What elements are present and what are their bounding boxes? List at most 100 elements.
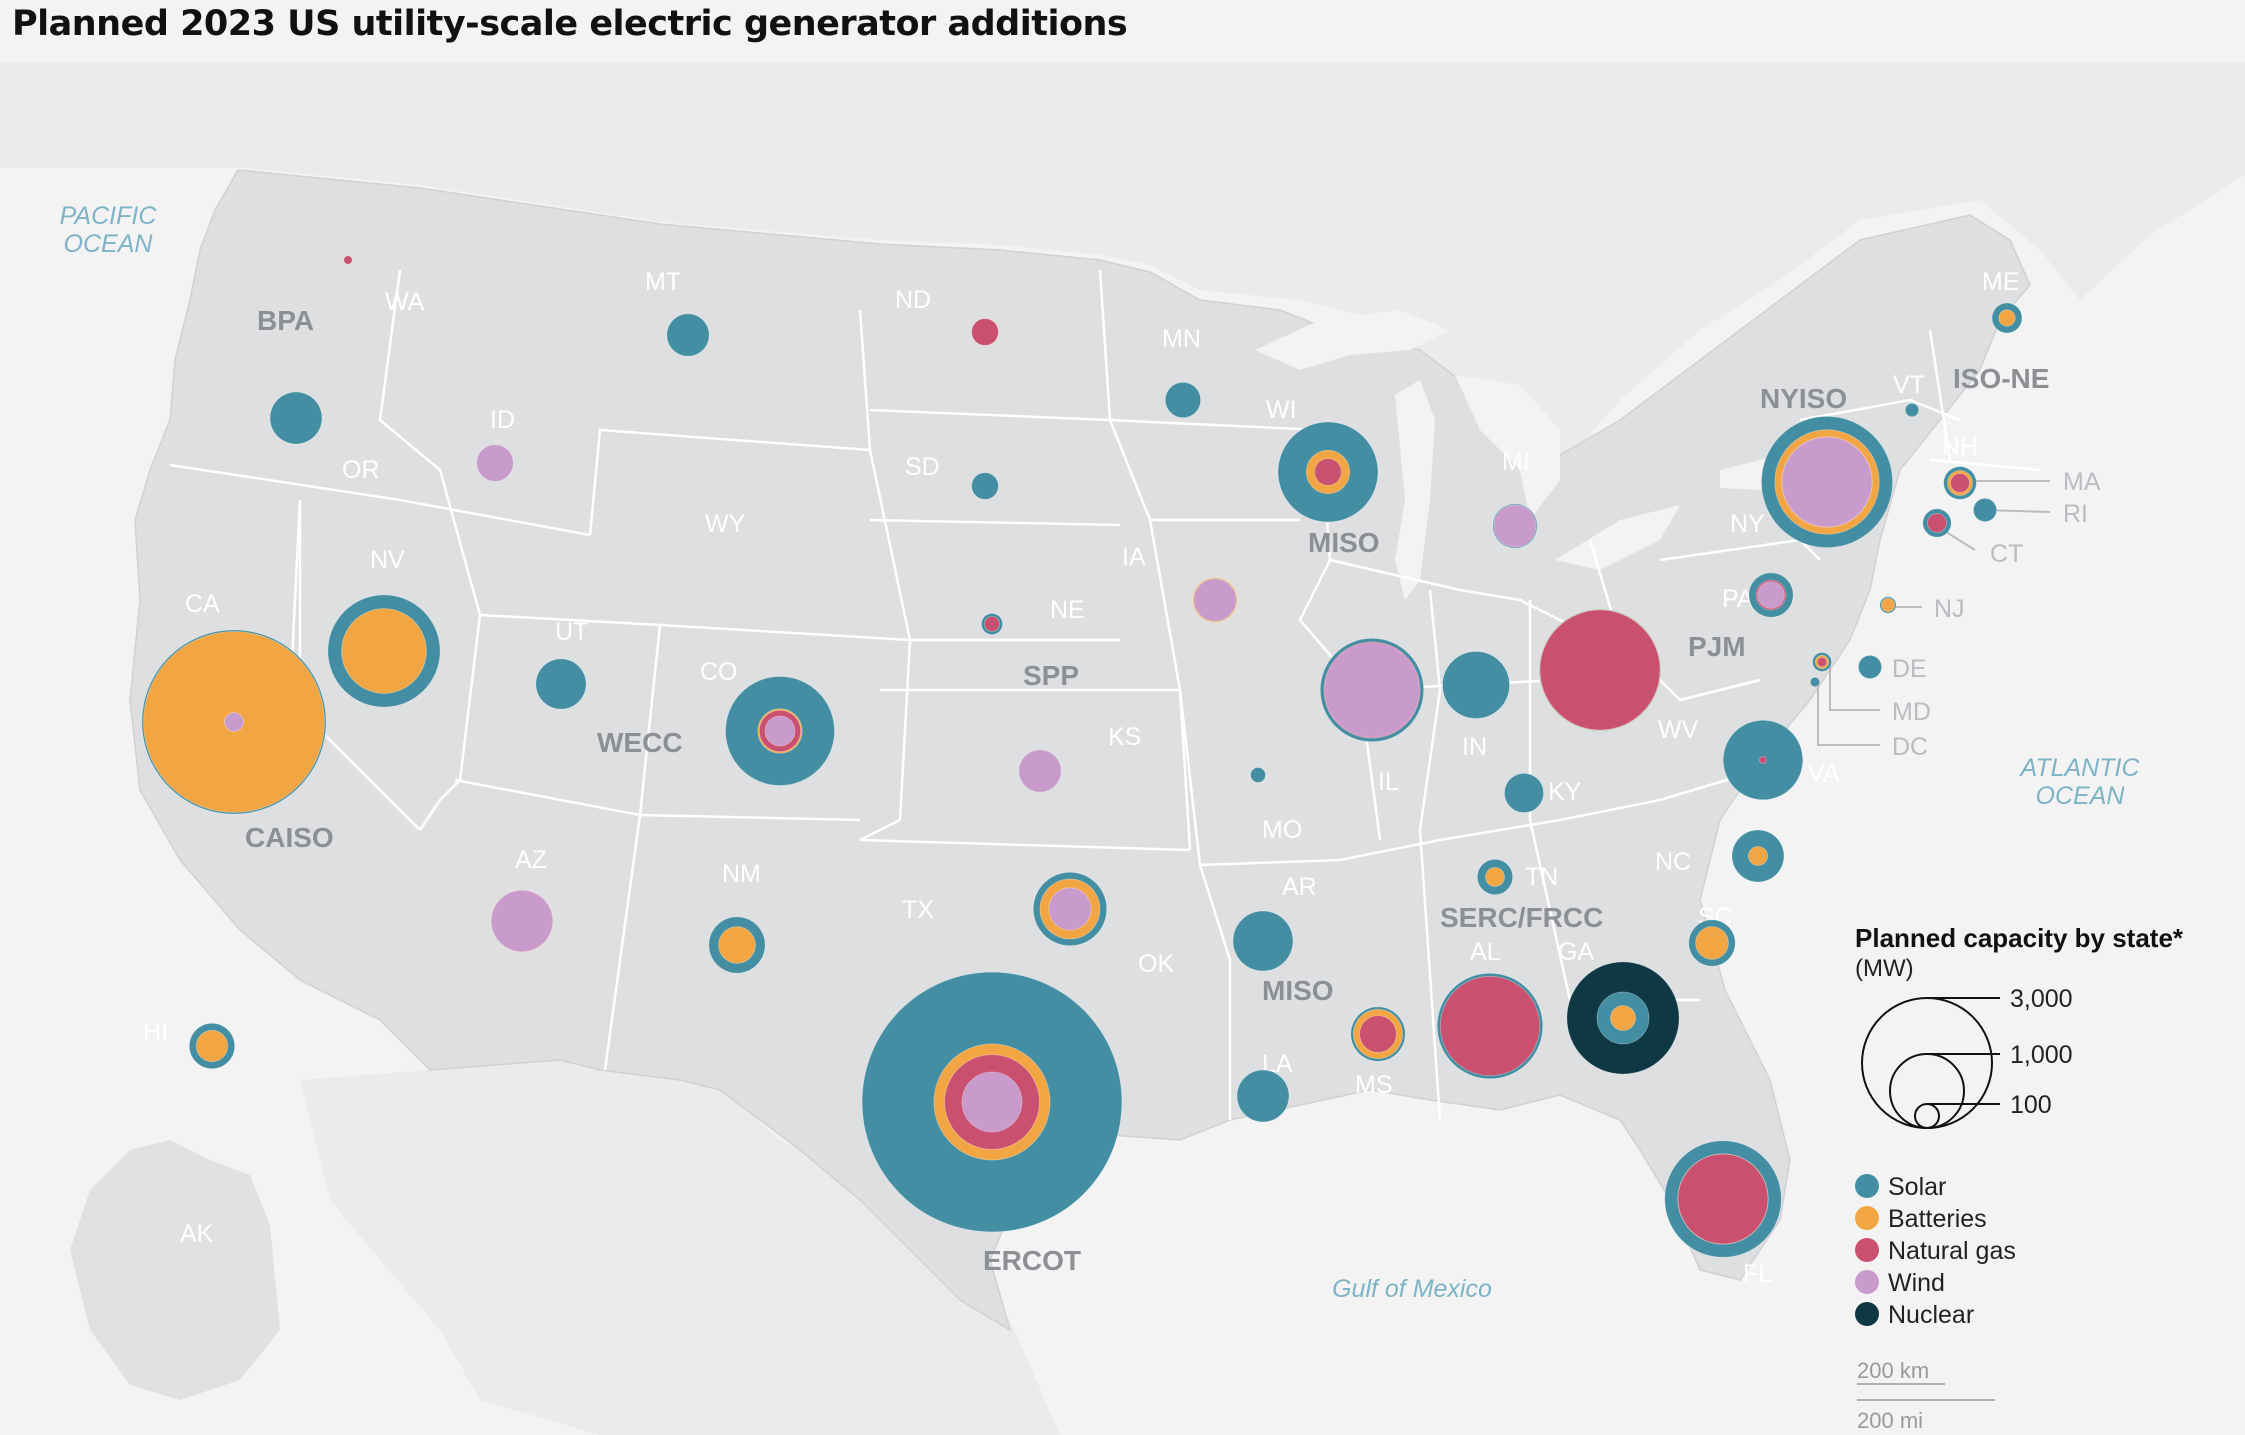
alaska-land — [70, 1140, 280, 1400]
legend-label-batteries: Batteries — [1888, 1205, 1987, 1233]
state-label-ga: GA — [1558, 938, 1594, 966]
state-label-ar: AR — [1282, 873, 1317, 901]
lake-michigan — [1395, 380, 1435, 600]
bubble-or-solar — [269, 391, 323, 445]
bubble-me-batteries — [1998, 309, 2016, 327]
legend-swatch-nuclear — [1855, 1302, 1879, 1326]
legend-label-wind: Wind — [1888, 1269, 1945, 1297]
lake-superior — [1255, 310, 1450, 370]
bubble-pa-wind — [1757, 581, 1785, 609]
region-labels: BPA CAISO WECC SPP MISO MISO ERCOT SERC/… — [245, 305, 2049, 1276]
bubble-ne-natural-gas — [984, 616, 1000, 632]
state-label-nd: ND — [895, 286, 931, 314]
state-label-ks: KS — [1108, 723, 1141, 751]
bubble-in-solar — [1442, 651, 1510, 719]
mexico-land — [300, 1060, 1060, 1435]
map-title: Planned 2023 US utility-scale electric g… — [12, 4, 1128, 44]
scale-bar: 200 km 200 mi — [1857, 1358, 1995, 1433]
leader-dc — [1817, 682, 1880, 746]
state-label-mn: MN — [1162, 325, 1201, 353]
state-label-ok: OK — [1138, 950, 1174, 978]
bubble-nc-batteries — [1748, 846, 1768, 866]
region-label-pjm: PJM — [1688, 631, 1746, 662]
bubble-ia-wind — [1193, 578, 1237, 622]
bubble-ga-batteries — [1610, 1005, 1636, 1031]
bubble-ri-solar — [1973, 497, 1998, 522]
state-label-ut: UT — [555, 618, 588, 646]
bubble-nj-batteries — [1880, 597, 1896, 613]
lake-huron — [1455, 375, 1560, 520]
legend-label-solar: Solar — [1888, 1173, 1946, 1201]
state-label-or: OR — [342, 456, 380, 484]
bubble-ar-solar — [1232, 910, 1294, 972]
state-label-wi: WI — [1266, 396, 1297, 424]
bubble-il-wind — [1324, 642, 1420, 738]
bubble-ms-natural-gas — [1359, 1015, 1397, 1053]
bubble-fl-natural-gas — [1677, 1153, 1769, 1245]
state-label-ms: MS — [1355, 1071, 1393, 1099]
bubble-ny-wind — [1781, 436, 1873, 528]
state-label-wy: WY — [705, 510, 746, 538]
region-label-caiso: CAISO — [245, 822, 334, 853]
state-label-ia: IA — [1122, 543, 1146, 571]
state-label-al: AL — [1470, 938, 1501, 966]
size-legend — [1861, 997, 2000, 1129]
bubble-va-natural-gas — [1759, 756, 1767, 764]
state-label-nc: NC — [1655, 848, 1691, 876]
size-legend-label-small: 100 — [2010, 1091, 2052, 1119]
scale-label-mi: 200 mi — [1857, 1408, 1923, 1433]
state-label-wv: WV — [1658, 716, 1699, 744]
state-label-mi: MI — [1502, 448, 1530, 476]
state-label-sd: SD — [905, 453, 940, 481]
bubble-wi-natural-gas — [1314, 458, 1342, 486]
great-lakes — [1255, 310, 1800, 600]
legend-label-natural-gas: Natural gas — [1888, 1237, 2016, 1265]
bubble-vt-solar — [1904, 402, 1920, 418]
bubble-ma-natural-gas — [1950, 473, 1970, 493]
bubble-al-natural-gas — [1439, 975, 1541, 1077]
lake-erie — [1555, 505, 1680, 570]
bubble-sc-batteries — [1695, 926, 1729, 960]
state-label-id: ID — [490, 406, 515, 434]
size-legend-circle-large — [1861, 997, 1993, 1129]
state-label-az: AZ — [515, 846, 547, 874]
region-label-ercot: ERCOT — [983, 1245, 1081, 1276]
state-label-in: IN — [1462, 733, 1487, 761]
legend-label-nuclear: Nuclear — [1888, 1301, 1974, 1329]
capacity-bubbles — [141, 255, 2023, 1258]
us-map: WA OR CA NV ID MT WY UT CO AZ NM ND SD N… — [0, 62, 2245, 1435]
state-label-nm: NM — [722, 860, 761, 888]
legend-swatch-solar — [1855, 1174, 1879, 1198]
legend-swatch-wind — [1855, 1270, 1879, 1294]
scale-label-km: 200 km — [1857, 1358, 1929, 1383]
region-label-wecc: WECC — [597, 727, 683, 758]
bubble-mt-solar — [666, 313, 710, 357]
bubble-ca-wind — [224, 712, 244, 732]
state-label-co: CO — [700, 658, 738, 686]
bubble-md-natural-gas — [1816, 656, 1828, 668]
bubble-dc-solar — [1809, 676, 1821, 688]
bubble-az-wind — [490, 889, 554, 953]
bubble-la-solar — [1236, 1069, 1290, 1123]
legend: Planned capacity by state* (MW) 3,000 1,… — [1855, 923, 2184, 1329]
pacific-label-line2: OCEAN — [64, 230, 154, 258]
background-land — [0, 62, 2245, 1435]
bubble-nv-batteries — [341, 608, 427, 694]
bubble-wa-natural-gas — [343, 255, 353, 265]
state-label-nj: NJ — [1934, 595, 1965, 623]
state-label-ca: CA — [185, 590, 220, 618]
bubble-mn-solar — [1164, 381, 1202, 419]
state-label-hi: HI — [143, 1018, 168, 1046]
bubble-co-wind — [764, 715, 796, 747]
size-legend-label-medium: 1,000 — [2010, 1041, 2073, 1069]
size-legend-label-large: 3,000 — [2010, 985, 2073, 1013]
bubble-mo-solar — [1250, 767, 1266, 783]
region-label-serc: SERC/FRCC — [1440, 902, 1603, 933]
bubble-id-wind — [476, 444, 514, 482]
region-label-miso-south: MISO — [1262, 975, 1334, 1006]
state-label-tn: TN — [1525, 863, 1558, 891]
bubble-tn-batteries — [1485, 867, 1505, 887]
bubble-nd-natural-gas — [971, 318, 999, 346]
state-label-me: ME — [1982, 268, 2020, 296]
state-label-ne: NE — [1050, 596, 1085, 624]
